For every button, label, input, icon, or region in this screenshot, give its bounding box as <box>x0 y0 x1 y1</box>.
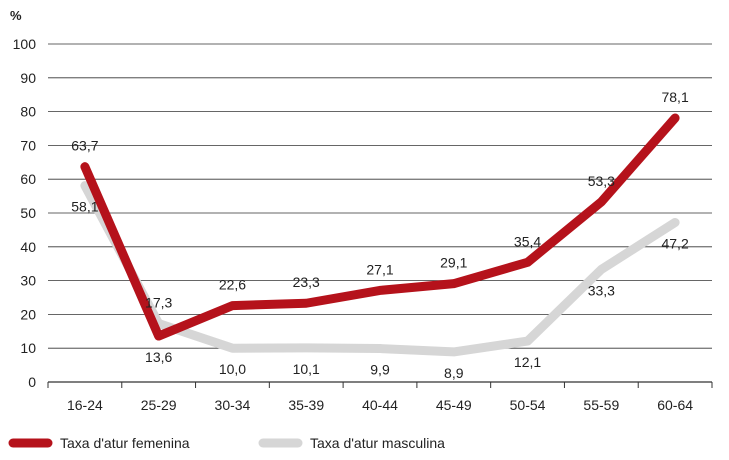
series-line-masculina <box>80 181 680 357</box>
y-tick-label: 10 <box>20 340 36 356</box>
data-label-femenina: 78,1 <box>661 89 688 105</box>
series-line-femenina <box>80 113 680 341</box>
data-labels: 63,7 58,1 13,6 17,3 22,6 10,0 23,3 10,1 27,1 9,9 2… <box>71 89 689 381</box>
data-label-masculina: 10,1 <box>293 361 320 377</box>
series-lines <box>80 113 680 357</box>
y-tick-label: 90 <box>20 70 36 86</box>
y-axis-tick-labels: 0 10 20 30 40 50 60 70 80 90 100 <box>13 36 37 390</box>
data-label-masculina: 47,2 <box>661 235 688 251</box>
data-label-masculina: 12,1 <box>514 354 541 370</box>
legend: Taxa d'atur femenina Taxa d'atur masculin… <box>8 435 445 451</box>
y-tick-label: 60 <box>20 171 36 187</box>
data-label-masculina: 8,9 <box>444 365 464 381</box>
data-label-masculina: 9,9 <box>370 362 390 378</box>
x-tick-label: 45-49 <box>436 397 472 413</box>
data-label-masculina: 10,0 <box>219 361 246 377</box>
data-label-masculina: 58,1 <box>71 199 98 215</box>
y-tick-label: 80 <box>20 104 36 120</box>
x-tick-label: 16-24 <box>67 397 103 413</box>
data-label-femenina: 29,1 <box>440 255 467 271</box>
x-axis: 16-24 25-29 30-34 35-39 40-44 45-49 50-54 55-59… <box>47 382 713 413</box>
data-label-masculina: 33,3 <box>588 282 615 298</box>
x-tick-label: 50-54 <box>510 397 546 413</box>
x-tick-label: 40-44 <box>362 397 398 413</box>
y-tick-label: 70 <box>20 137 36 153</box>
y-tick-label: 40 <box>20 239 36 255</box>
legend-label-masculina: Taxa d'atur masculina <box>310 435 445 451</box>
data-label-femenina: 13,6 <box>145 349 172 365</box>
data-label-femenina: 63,7 <box>71 138 98 154</box>
legend-label-femenina: Taxa d'atur femenina <box>60 435 190 451</box>
y-tick-label: 100 <box>13 36 37 52</box>
x-tick-label: 35-39 <box>288 397 324 413</box>
y-tick-label: 50 <box>20 205 36 221</box>
data-label-femenina: 22,6 <box>219 277 246 293</box>
y-tick-label: 0 <box>28 374 36 390</box>
data-label-femenina: 23,3 <box>293 274 320 290</box>
y-tick-label: 30 <box>20 273 36 289</box>
data-label-femenina: 35,4 <box>514 233 541 249</box>
data-label-masculina: 17,3 <box>145 295 172 311</box>
data-label-femenina: 53,3 <box>588 173 615 189</box>
gridlines <box>48 43 712 383</box>
x-tick-label: 25-29 <box>141 397 177 413</box>
x-tick-label: 55-59 <box>583 397 619 413</box>
x-tick-label: 60-64 <box>657 397 693 413</box>
y-tick-label: 20 <box>20 306 36 322</box>
data-label-femenina: 27,1 <box>366 261 393 277</box>
x-tick-label: 30-34 <box>215 397 251 413</box>
y-axis-unit-label: % <box>10 8 22 23</box>
